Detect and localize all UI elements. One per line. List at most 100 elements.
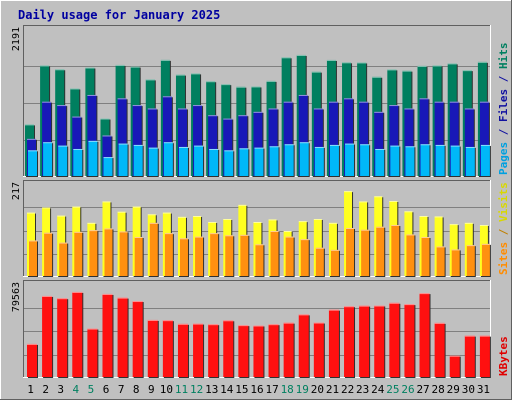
bar-files-day-30-fill <box>464 108 474 176</box>
bar-pages-day-15-fill <box>239 148 249 176</box>
bar-sites-day-23-fill <box>361 229 370 276</box>
bar-visits-day-21-fill <box>328 222 337 276</box>
day-group-kbytes-27 <box>419 293 431 378</box>
bar-pages-day-19 <box>299 142 310 177</box>
bar-kbytes-day-4 <box>72 291 84 378</box>
bar-files-day-16 <box>253 111 264 177</box>
bar-pages-day-24-fill <box>375 148 385 176</box>
bar-kbytes-day-19-fill <box>298 314 309 377</box>
bar-kbytes-day-8-fill <box>132 301 143 377</box>
day-group-visits-2 <box>42 207 54 277</box>
bar-kbytes-day-20-fill <box>313 322 324 377</box>
x-tick-label-10: 10 <box>160 383 173 396</box>
bar-files-day-14-fill <box>223 118 233 176</box>
bar-files-day-23 <box>359 101 370 177</box>
day-group-visits-5 <box>87 222 99 277</box>
bar-pages-day-29-fill <box>450 145 460 176</box>
bar-pages-day-2-fill <box>43 142 53 176</box>
bar-files-day-17-fill <box>268 108 278 176</box>
bar-kbytes-day-31-fill <box>479 335 490 377</box>
bar-kbytes-day-5-fill <box>87 328 98 377</box>
bar-files-day-29 <box>449 101 460 177</box>
day-group-hits-16 <box>251 86 265 177</box>
bar-pages-day-20 <box>314 146 325 177</box>
bar-pages-day-10-fill <box>163 142 173 176</box>
day-group-visits-25 <box>389 201 401 277</box>
bar-files-day-26-fill <box>404 108 414 176</box>
bar-kbytes-day-22-fill <box>344 306 355 377</box>
bar-pages-day-16-fill <box>254 147 264 176</box>
bar-pages-day-23 <box>360 144 371 177</box>
axis-title-part-hits-2: Files <box>497 89 510 122</box>
bar-sites-day-23 <box>361 229 371 277</box>
bar-sites-day-8 <box>134 237 144 277</box>
day-group-kbytes-4 <box>72 291 84 378</box>
day-group-kbytes-18 <box>283 322 295 378</box>
day-group-hits-20 <box>311 71 325 177</box>
panels-layer: 2191 Pages / Files / Hits 217 Sites / Visit… <box>11 25 510 378</box>
bar-files-day-24 <box>374 111 385 177</box>
bar-files-day-22-fill <box>344 98 354 176</box>
bar-kbytes-day-23 <box>359 305 371 378</box>
bar-kbytes-day-7 <box>117 297 129 378</box>
bar-files-day-22 <box>344 98 355 177</box>
bar-kbytes-day-16 <box>253 325 265 378</box>
bar-kbytes-day-3 <box>57 298 69 378</box>
bar-sites-day-16 <box>255 244 265 277</box>
bar-pages-day-11 <box>178 146 189 177</box>
day-group-kbytes-7 <box>117 297 129 378</box>
day-group-visits-22 <box>344 191 356 277</box>
day-group-visits-18 <box>283 231 295 277</box>
bar-sites-day-10 <box>164 233 174 277</box>
bar-pages-day-24 <box>375 148 386 177</box>
bar-kbytes-day-30-fill <box>464 335 475 377</box>
bar-files-day-19-fill <box>298 94 308 176</box>
day-group-visits-11 <box>177 216 189 277</box>
day-group-hits-22 <box>342 62 356 177</box>
axis-title-part-hits-0: Pages <box>497 142 510 175</box>
bar-pages-day-12 <box>194 145 205 177</box>
day-group-hits-14 <box>221 84 235 177</box>
bar-kbytes-day-21 <box>328 309 340 378</box>
day-group-kbytes-13 <box>208 324 220 378</box>
bar-pages-day-22-fill <box>345 143 355 176</box>
bar-pages-day-1 <box>28 150 38 177</box>
bar-pages-day-2 <box>43 142 54 177</box>
bar-sites-day-4 <box>74 231 84 277</box>
day-group-visits-31 <box>479 225 491 277</box>
bar-kbytes-day-28-fill <box>434 322 445 377</box>
bar-sites-day-30 <box>466 245 476 277</box>
bar-files-day-21 <box>328 101 339 177</box>
bar-sites-day-15-fill <box>240 234 249 276</box>
bar-sites-day-13-fill <box>210 233 219 276</box>
bar-sites-day-9-fill <box>149 222 158 276</box>
bar-sites-day-1 <box>29 240 38 277</box>
bar-kbytes-day-23-fill <box>359 305 370 377</box>
day-group-visits-13 <box>208 222 220 277</box>
bar-files-day-12-fill <box>193 105 203 176</box>
bar-files-day-7-fill <box>117 98 127 176</box>
bar-sites-day-6 <box>104 228 114 277</box>
bar-sites-day-28-fill <box>436 246 445 276</box>
axis-title-kbytes: KBytes <box>497 336 510 376</box>
bar-files-day-10-fill <box>162 96 172 176</box>
x-tick-label-23: 23 <box>356 383 369 396</box>
x-tick-label-21: 21 <box>326 383 339 396</box>
bar-kbytes-day-2-fill <box>42 295 53 377</box>
day-group-hits-26 <box>402 70 416 177</box>
bar-files-day-2-fill <box>42 101 52 176</box>
axis-title-part-hits-1: / <box>497 122 510 142</box>
bar-pages-day-18-fill <box>284 144 294 176</box>
bar-kbytes-day-17 <box>268 324 280 378</box>
bar-pages-day-30-fill <box>465 146 475 176</box>
bar-files-day-9-fill <box>147 108 157 176</box>
bar-sites-day-12-fill <box>195 236 204 276</box>
bar-sites-day-27-fill <box>421 237 430 276</box>
bar-sites-day-28 <box>436 246 446 277</box>
day-group-visits-1 <box>27 212 38 277</box>
bar-kbytes-day-30 <box>464 335 476 378</box>
day-group-hits-10 <box>160 59 174 177</box>
x-tick-label-11: 11 <box>175 383 188 396</box>
bar-files-day-25 <box>389 105 400 177</box>
bar-kbytes-day-29-fill <box>449 355 460 377</box>
